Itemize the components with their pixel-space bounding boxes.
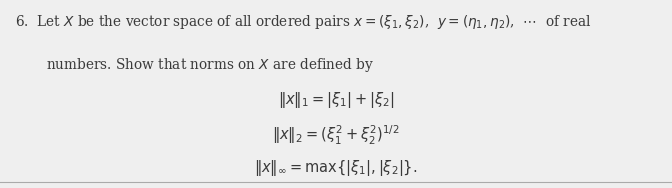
Text: $\|x\|_2 = (\xi_1^2 + \xi_2^2)^{1/2}$: $\|x\|_2 = (\xi_1^2 + \xi_2^2)^{1/2}$: [272, 124, 400, 147]
Text: $\|x\|_1 = |\xi_1| + |\xi_2|$: $\|x\|_1 = |\xi_1| + |\xi_2|$: [278, 90, 394, 110]
Text: numbers. Show that norms on $X$ are defined by: numbers. Show that norms on $X$ are defi…: [46, 56, 374, 74]
Text: 6.  Let $X$ be the vector space of all ordered pairs $x = (\xi_1, \xi_2)$,  $y =: 6. Let $X$ be the vector space of all or…: [15, 13, 591, 31]
Text: $\|x\|_\infty = \mathrm{max}\{|\xi_1|, |\xi_2|\}.$: $\|x\|_\infty = \mathrm{max}\{|\xi_1|, |…: [254, 158, 418, 178]
